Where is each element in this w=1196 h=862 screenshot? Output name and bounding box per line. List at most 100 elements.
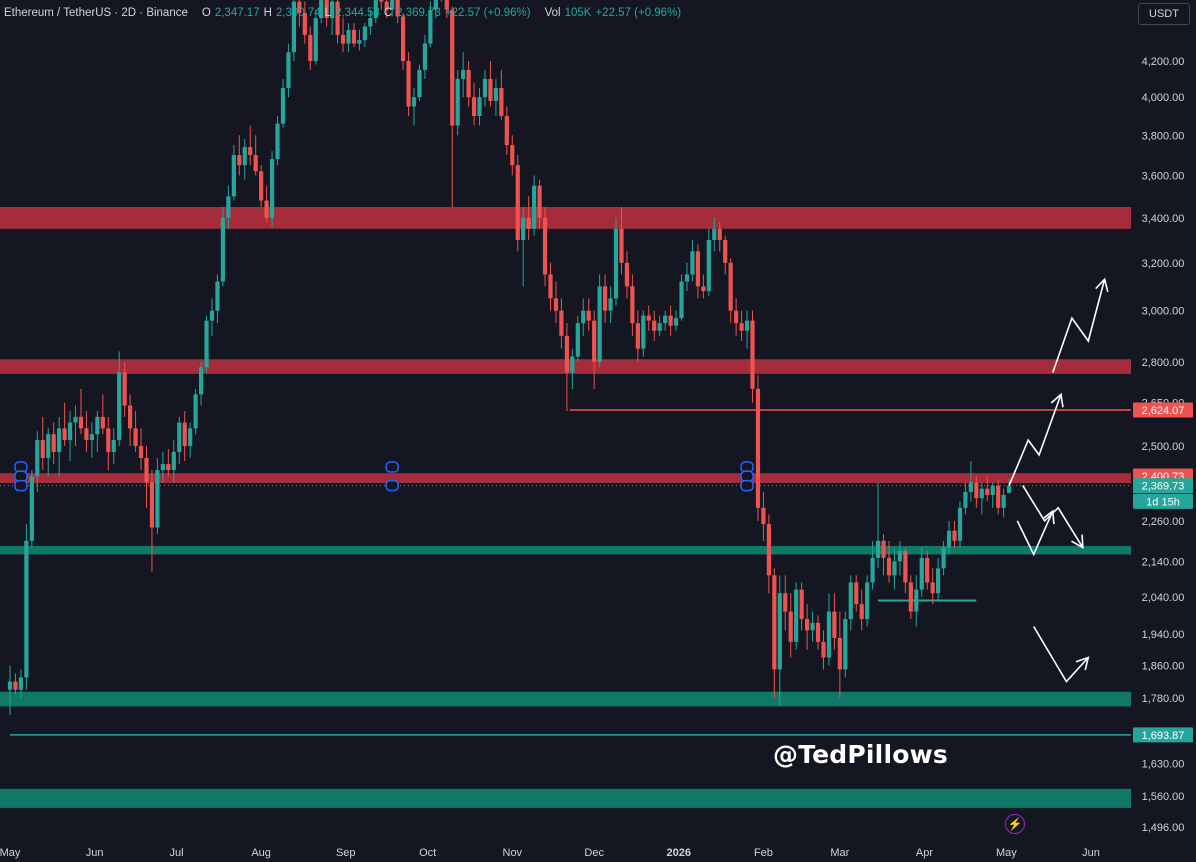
- candle-158: [870, 540, 875, 590]
- candle-body: [870, 557, 875, 583]
- candle-49: [275, 115, 280, 166]
- candle-body: [204, 320, 209, 368]
- lightning-icon[interactable]: ⚡: [1005, 814, 1025, 834]
- candle-body: [875, 540, 881, 558]
- candle-27: [155, 457, 160, 535]
- open-value: 2,347.17: [214, 7, 260, 19]
- candle-body: [264, 200, 269, 218]
- candle-126: [695, 244, 701, 299]
- candle-body: [335, 1, 340, 35]
- candle-body: [461, 69, 466, 79]
- candle-body: [499, 87, 504, 116]
- candle-145: [799, 582, 804, 631]
- candle-79: [440, 0, 442, 2]
- candle-29: [166, 448, 171, 477]
- candle-44: [248, 125, 253, 166]
- candle-body: [188, 428, 193, 446]
- candle-152: [837, 611, 842, 699]
- candle-96: [532, 175, 537, 236]
- candle-66: [368, 9, 373, 35]
- candle-body: [286, 52, 291, 88]
- candle-166: [914, 575, 919, 627]
- candle-65: [362, 23, 367, 47]
- candle-body: [40, 440, 45, 458]
- candle-body: [996, 485, 1001, 508]
- candle-body: [362, 26, 367, 41]
- candle-body: [51, 434, 56, 452]
- candle-21: [122, 361, 127, 417]
- candle-body: [477, 97, 482, 116]
- candle-body: [919, 557, 924, 590]
- candle-body: [133, 428, 138, 446]
- candle-body: [144, 457, 149, 483]
- candle-body: [613, 228, 619, 299]
- candle-106: [586, 298, 591, 331]
- candle-body: [24, 540, 29, 678]
- candle-body: [308, 34, 313, 61]
- candle-50: [280, 78, 286, 128]
- candle-57: [319, 0, 324, 24]
- candle-body: [788, 611, 793, 642]
- candle-body: [220, 217, 226, 282]
- candle-body: [193, 394, 198, 429]
- candle-70: [390, 0, 395, 17]
- candle-6: [40, 416, 45, 471]
- candle-body: [663, 315, 668, 324]
- candle-body: [772, 575, 777, 670]
- candle-127: [701, 274, 706, 299]
- candle-37: [209, 298, 215, 336]
- candle-174: [957, 501, 963, 548]
- zones-layer: [0, 206, 1131, 808]
- price-badge-bg-0: [1133, 402, 1193, 418]
- close-value: 2,369.73: [396, 7, 441, 19]
- candle-149: [821, 630, 826, 670]
- candle-body: [302, 13, 307, 35]
- price-tick-label: 1,940.00: [1142, 629, 1185, 641]
- projection-arrowhead-1: [1095, 277, 1109, 293]
- high-label: H: [263, 7, 272, 19]
- projection-path-1: [1052, 278, 1106, 373]
- candle-115: [635, 310, 640, 362]
- candle-132: [728, 258, 733, 324]
- price-badge-text-2: 2,369.73: [1142, 481, 1185, 493]
- candle-4: [29, 470, 34, 548]
- candle-body: [968, 482, 973, 492]
- candle-body: [799, 589, 804, 620]
- candle-body: [466, 69, 471, 98]
- candle-5: [35, 431, 40, 492]
- price-tick-label: 1,560.00: [1142, 791, 1185, 803]
- candle-18: [106, 416, 111, 471]
- candle-157: [865, 575, 870, 627]
- anchor-handle-0-1: [14, 470, 28, 483]
- candle-body: [897, 551, 903, 562]
- candle-56: [313, 9, 318, 65]
- candle-body: [941, 547, 946, 569]
- candle-84: [466, 61, 471, 107]
- candle-body: [428, 9, 433, 44]
- candle-body: [766, 524, 771, 576]
- candle-38: [215, 274, 220, 324]
- candle-36: [204, 315, 209, 373]
- resistance-zone-0: [0, 206, 1131, 229]
- candle-26: [149, 470, 155, 572]
- candle-body: [521, 217, 526, 240]
- candle-60: [335, 0, 340, 44]
- candle-body: [537, 185, 542, 218]
- candle-114: [630, 274, 635, 336]
- candle-body: [843, 619, 848, 670]
- candle-body: [259, 171, 264, 201]
- candle-178: [979, 482, 984, 515]
- time-tick-label: Nov: [503, 847, 523, 859]
- projection-path-3: [1022, 485, 1084, 549]
- candle-body: [100, 416, 105, 429]
- candle-body: [848, 582, 853, 620]
- currency-button[interactable]: USDT: [1138, 3, 1190, 25]
- symbol-title[interactable]: Ethereum / TetherUS · 2D · Binance: [4, 7, 188, 19]
- anchor-handle-1-1: [385, 479, 399, 492]
- candle-body: [368, 18, 373, 27]
- projection-path-0: [1008, 394, 1062, 486]
- candle-88: [488, 61, 493, 107]
- candle-162: [892, 547, 897, 590]
